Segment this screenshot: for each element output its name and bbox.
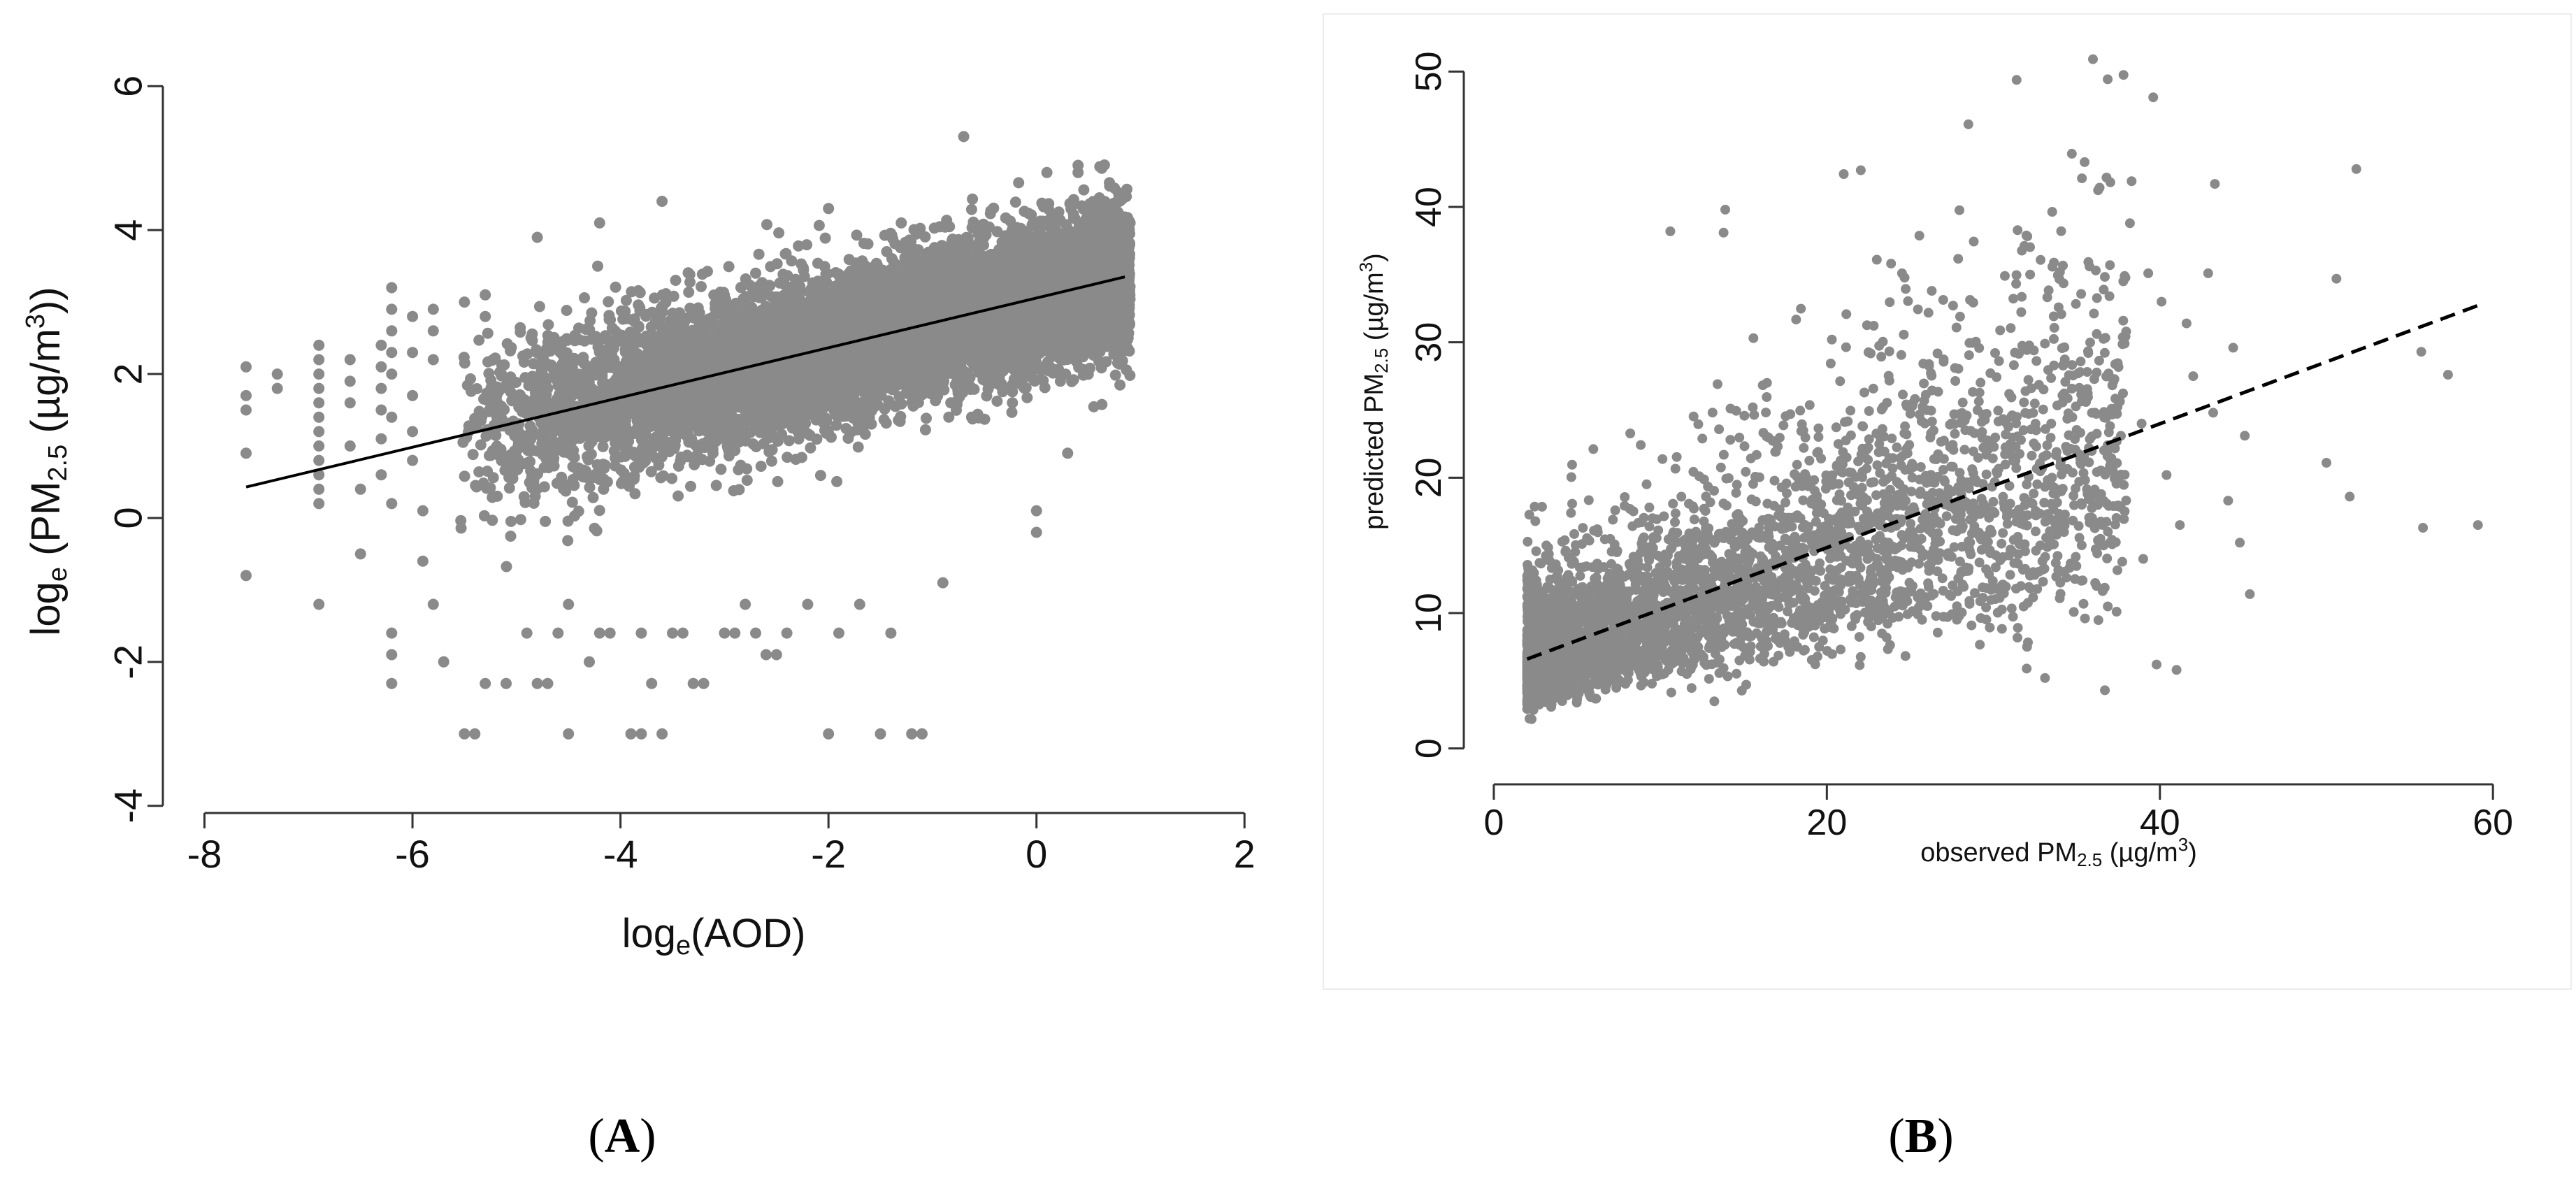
data-point: [965, 203, 977, 215]
data-point: [515, 514, 526, 526]
data-point: [458, 352, 470, 364]
data-point: [840, 423, 852, 434]
data-point: [593, 505, 605, 517]
data-point: [473, 334, 485, 346]
data-point: [842, 433, 854, 444]
data-point: [723, 261, 735, 273]
data-point: [473, 466, 485, 477]
data-point: [753, 248, 765, 260]
data-point: [769, 292, 781, 303]
data-point: [765, 455, 777, 467]
data-point: [1078, 184, 1090, 196]
data-point: [589, 522, 600, 534]
data-point: [1111, 357, 1123, 369]
data-point: [783, 435, 795, 447]
data-point: [773, 227, 785, 239]
data-point: [584, 482, 596, 494]
data-point: [1009, 196, 1021, 208]
data-point: [696, 268, 708, 280]
data-point: [801, 239, 813, 251]
data-point: [967, 193, 979, 205]
data-point: [1088, 401, 1100, 412]
data-point: [485, 375, 497, 386]
data-point: [1114, 379, 1126, 391]
data-point: [689, 459, 700, 470]
panel-a-points: [240, 131, 1136, 740]
data-point: [482, 327, 494, 339]
data-point: [683, 287, 695, 298]
data-point: [852, 441, 864, 453]
data-point: [684, 276, 696, 288]
data-point: [819, 232, 831, 244]
data-point: [943, 411, 955, 423]
data-point: [1019, 206, 1030, 217]
data-point: [710, 480, 722, 491]
data-point: [573, 505, 584, 517]
data-point: [696, 281, 707, 292]
data-point: [540, 515, 552, 527]
data-point: [455, 515, 467, 526]
data-point: [843, 254, 855, 266]
data-point: [1013, 177, 1025, 189]
data-point: [765, 261, 777, 273]
data-point: [1109, 369, 1121, 381]
data-point: [780, 247, 792, 259]
data-point: [921, 412, 932, 424]
data-point: [505, 531, 517, 542]
data-point: [583, 440, 595, 452]
data-point: [593, 474, 605, 485]
data-point: [562, 535, 574, 547]
data-point: [524, 456, 536, 468]
data-point: [597, 440, 609, 452]
data-point: [518, 491, 530, 503]
data-point: [813, 220, 825, 231]
data-point: [715, 463, 727, 475]
data-point: [810, 414, 822, 426]
data-point: [772, 475, 784, 487]
data-point: [919, 424, 931, 436]
data-point: [592, 260, 603, 272]
